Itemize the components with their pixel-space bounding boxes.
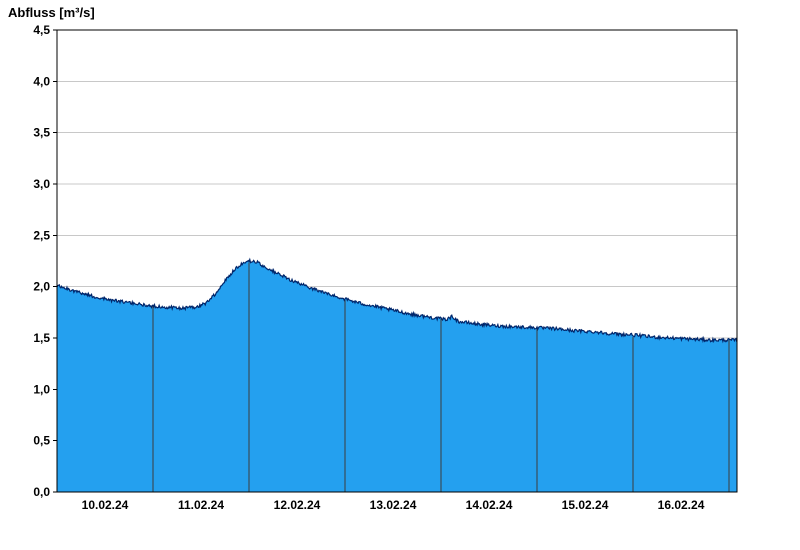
svg-text:3,0: 3,0 (33, 177, 50, 191)
svg-text:2,0: 2,0 (33, 280, 50, 294)
x-axis-labels: 10.02.24 11.02.24 12.02.24 13.02.24 14.02.24… (82, 498, 705, 512)
y-axis-labels: 0,0 0,5 1,0 1,5 2,0 2,5 3,0 3,5 4,0 4,5 (33, 23, 57, 499)
svg-text:4,0: 4,0 (33, 74, 50, 88)
svg-text:12.02.24: 12.02.24 (274, 498, 321, 512)
svg-text:10.02.24: 10.02.24 (82, 498, 129, 512)
svg-text:4,5: 4,5 (33, 23, 50, 37)
discharge-area-fill (57, 259, 737, 492)
plot-border (56, 29, 738, 493)
svg-text:2,5: 2,5 (33, 228, 50, 242)
svg-text:0,5: 0,5 (33, 434, 50, 448)
day-separators (152, 262, 730, 492)
svg-text:13.02.24: 13.02.24 (370, 498, 417, 512)
svg-text:1,5: 1,5 (33, 331, 50, 345)
svg-text:14.02.24: 14.02.24 (466, 498, 513, 512)
chart-title: Abfluss [m³/s] (8, 5, 95, 20)
svg-text:3,5: 3,5 (33, 126, 50, 140)
svg-text:0,0: 0,0 (33, 485, 50, 499)
svg-text:16.02.24: 16.02.24 (658, 498, 705, 512)
discharge-line (56, 257, 738, 344)
svg-text:15.02.24: 15.02.24 (562, 498, 609, 512)
svg-text:11.02.24: 11.02.24 (178, 498, 224, 512)
svg-text:1,0: 1,0 (33, 382, 50, 396)
